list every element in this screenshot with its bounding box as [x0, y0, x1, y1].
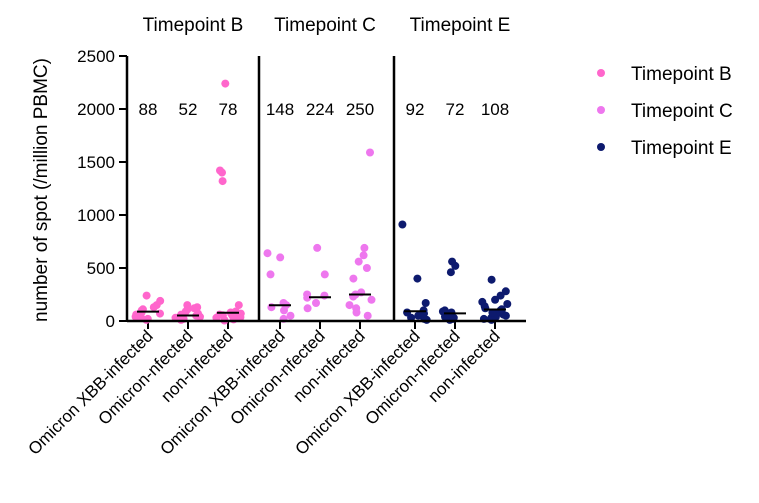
data-point [487, 275, 496, 284]
median-label: 52 [179, 100, 198, 119]
data-point [359, 251, 368, 260]
panel-title: Timepoint E [410, 15, 511, 36]
data-point [276, 253, 285, 262]
data-point [362, 264, 371, 272]
data-point [501, 287, 510, 296]
median-label: 78 [219, 100, 238, 119]
data-point [448, 257, 457, 266]
y-tick-label-2500: 2500 [77, 47, 115, 66]
data-point [218, 177, 227, 186]
median-label: 72 [446, 100, 465, 119]
data-point [320, 270, 329, 279]
data-point [193, 303, 202, 312]
legend-label: Timepoint B [631, 64, 732, 85]
median-label: 108 [481, 100, 509, 119]
data-point [478, 297, 487, 306]
data-point [363, 311, 372, 320]
data-point [303, 304, 312, 313]
data-point [286, 311, 295, 320]
y-tick-label-1500: 1500 [77, 153, 115, 172]
data-point [352, 304, 361, 313]
data-point [491, 295, 500, 304]
data-point [367, 295, 376, 304]
data-point [156, 296, 165, 305]
median-label: 92 [406, 100, 425, 119]
legend-marker [597, 106, 605, 114]
legend-label: Timepoint E [631, 138, 732, 159]
legend-marker [597, 143, 605, 151]
data-point [403, 308, 412, 317]
y-tick-label-0: 0 [106, 312, 115, 331]
data-point [313, 243, 322, 252]
data-point [234, 301, 243, 310]
data-point [354, 257, 363, 266]
data-point [216, 166, 224, 175]
y-tick-label-1000: 1000 [77, 206, 115, 225]
median-label: 148 [266, 100, 294, 119]
legend: Timepoint B Timepoint C Timepoint E [597, 64, 733, 159]
data-point [263, 249, 272, 258]
median-label: 224 [306, 100, 334, 119]
data-point [266, 270, 275, 279]
data-point [221, 79, 230, 88]
data-point [446, 268, 455, 277]
panel-title: Timepoint B [143, 15, 244, 36]
median-label: 88 [139, 100, 158, 119]
legend-marker [597, 69, 605, 77]
data-point [360, 243, 369, 252]
data-point [421, 299, 430, 307]
data-point [320, 291, 329, 300]
data-point [312, 299, 320, 307]
data-point [183, 301, 192, 310]
data-point [398, 220, 407, 229]
y-axis: 0 500 1000 1500 2000 2500 [77, 47, 526, 331]
data-point [349, 274, 358, 283]
median-label: 250 [346, 100, 374, 119]
data-point [345, 301, 354, 310]
data-point [413, 274, 422, 283]
legend-label: Timepoint C [631, 101, 733, 122]
y-axis-label: number of spot (/million PBMC) [31, 58, 52, 322]
data-point [142, 291, 151, 300]
panel-title: Timepoint C [274, 15, 376, 36]
data-point [366, 148, 374, 157]
data-point [503, 300, 512, 308]
y-tick-label-2000: 2000 [77, 100, 115, 119]
y-tick-label-500: 500 [87, 259, 115, 278]
